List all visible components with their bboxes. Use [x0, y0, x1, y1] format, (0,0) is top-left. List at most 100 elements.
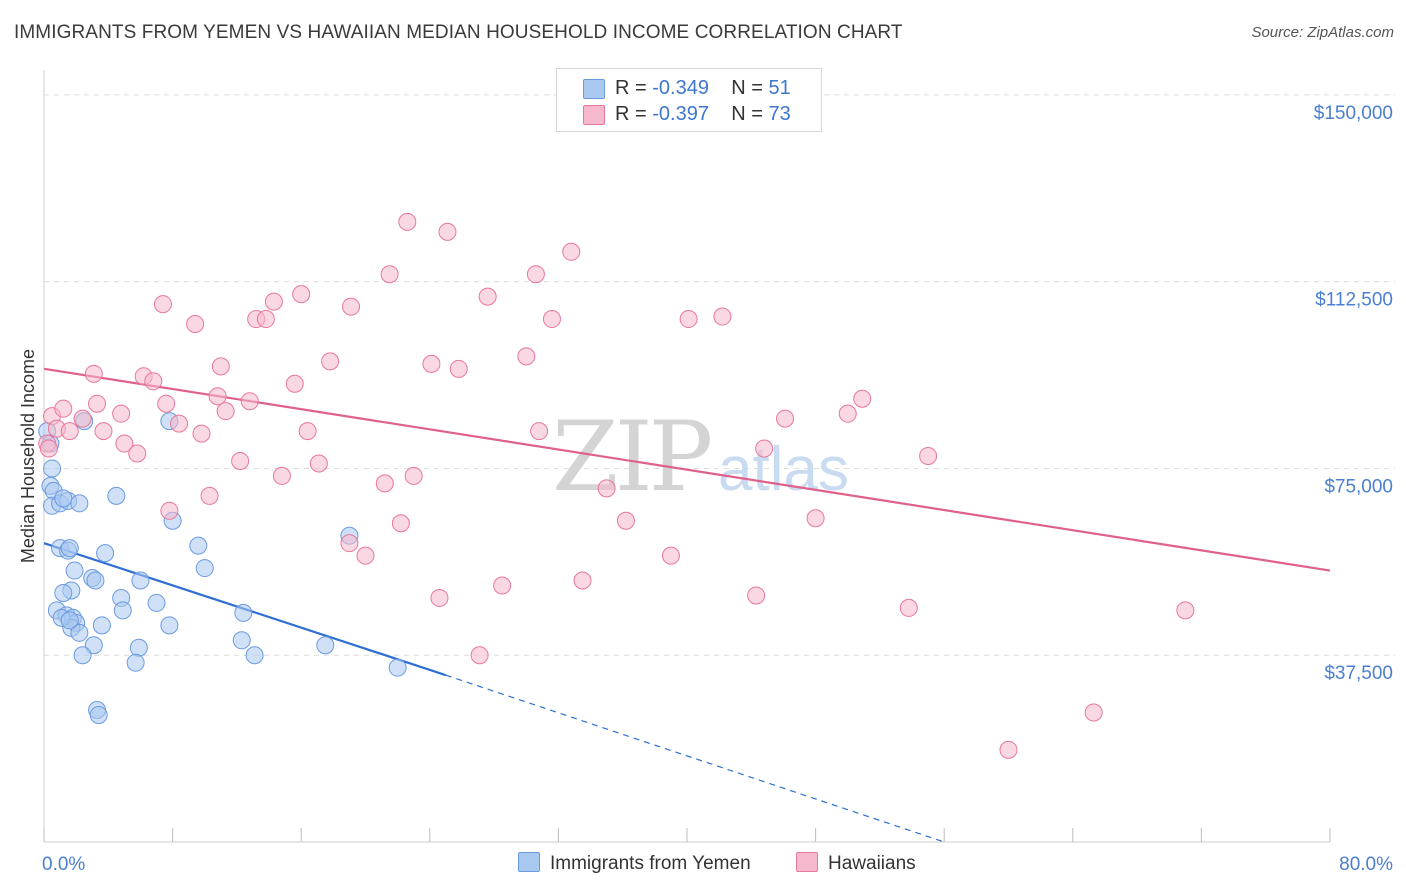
bottom-legend-yemen: Immigrants from Yemen	[518, 852, 751, 875]
watermark: ZIP atlas	[552, 401, 849, 513]
legend-r-value: -0.397	[652, 103, 709, 125]
point-hawaiians	[806, 509, 825, 528]
point-hawaiians	[679, 310, 698, 329]
bottom-legend-label-yemen: Immigrants from Yemen	[550, 853, 751, 874]
point-hawaiians	[112, 404, 131, 423]
point-yemen	[147, 593, 166, 612]
data-points	[38, 212, 1195, 759]
legend-swatch-yemen	[583, 79, 605, 99]
point-yemen	[245, 646, 264, 665]
point-hawaiians	[430, 588, 449, 607]
x-tick-label-max: 80.0%	[1339, 854, 1393, 875]
point-hawaiians	[449, 359, 468, 378]
point-hawaiians	[755, 439, 774, 458]
point-hawaiians	[298, 422, 317, 441]
y-tick-label: $75,000	[1324, 476, 1393, 497]
point-hawaiians	[391, 514, 410, 533]
point-yemen	[107, 486, 126, 505]
point-hawaiians	[292, 285, 311, 304]
point-hawaiians	[94, 422, 113, 441]
point-hawaiians	[776, 409, 795, 428]
point-hawaiians	[186, 315, 205, 334]
point-hawaiians	[256, 310, 275, 329]
point-hawaiians	[398, 212, 417, 231]
point-hawaiians	[853, 389, 872, 408]
point-hawaiians	[375, 474, 394, 493]
point-hawaiians	[231, 451, 250, 470]
point-hawaiians	[157, 394, 176, 413]
point-hawaiians	[200, 486, 219, 505]
point-yemen	[70, 623, 89, 642]
point-hawaiians	[153, 295, 172, 314]
point-hawaiians	[542, 310, 561, 329]
point-yemen	[86, 571, 105, 590]
point-yemen	[54, 489, 73, 508]
y-tick-label: $112,500	[1315, 290, 1393, 311]
point-hawaiians	[342, 297, 361, 316]
point-yemen	[232, 631, 251, 650]
point-hawaiians	[422, 354, 441, 373]
bottom-legend-label-hawaiians: Hawaiians	[828, 853, 916, 874]
point-hawaiians	[54, 399, 73, 418]
legend-n-value: 51	[768, 77, 791, 99]
y-axis-title: Median Household Income	[18, 349, 38, 563]
point-hawaiians	[285, 374, 304, 393]
point-hawaiians	[747, 586, 766, 605]
legend-n-label: N =	[731, 77, 763, 99]
point-hawaiians	[380, 265, 399, 284]
point-hawaiians	[438, 222, 457, 241]
y-tick-label: $37,500	[1324, 663, 1393, 684]
point-hawaiians	[88, 394, 107, 413]
legend-r-value: -0.349	[652, 77, 709, 99]
point-yemen	[92, 616, 111, 635]
point-hawaiians	[128, 444, 147, 463]
point-yemen	[54, 583, 73, 602]
point-hawaiians	[240, 392, 259, 411]
point-yemen	[60, 539, 79, 558]
point-hawaiians	[264, 292, 283, 311]
point-yemen	[234, 603, 253, 622]
point-hawaiians	[60, 422, 79, 441]
point-hawaiians	[208, 387, 227, 406]
point-yemen	[70, 494, 89, 513]
point-yemen	[131, 571, 150, 590]
bottom-legend-hawaiians: Hawaiians	[796, 852, 916, 875]
point-yemen	[60, 611, 79, 630]
point-hawaiians	[73, 409, 92, 428]
chart-title: IMMIGRANTS FROM YEMEN VS HAWAIIAN MEDIAN…	[14, 22, 903, 43]
point-hawaiians	[562, 242, 581, 261]
point-yemen	[195, 559, 214, 578]
x-tick-labels: 0.0% 80.0%	[42, 854, 1393, 875]
point-hawaiians	[478, 287, 497, 306]
point-hawaiians	[211, 357, 230, 376]
point-hawaiians	[899, 598, 918, 617]
point-hawaiians	[597, 479, 616, 498]
point-hawaiians	[573, 571, 592, 590]
point-yemen	[113, 601, 132, 620]
point-hawaiians	[84, 364, 103, 383]
point-yemen	[129, 638, 148, 657]
correlation-legend: R = -0.349 N = 51 R = -0.397 N = 73	[556, 68, 822, 132]
point-hawaiians	[340, 534, 359, 553]
bottom-legend-swatch-hawaiians	[796, 852, 818, 872]
x-tick-label-min: 0.0%	[42, 854, 85, 875]
legend-r-label: R =	[615, 103, 647, 125]
point-hawaiians	[115, 434, 134, 453]
point-hawaiians	[493, 576, 512, 595]
legend-r-label: R =	[615, 77, 647, 99]
point-hawaiians	[713, 307, 732, 326]
point-yemen	[96, 544, 115, 563]
point-hawaiians	[517, 347, 536, 366]
legend-swatch-hawaiians	[583, 105, 605, 125]
point-yemen	[189, 536, 208, 555]
point-hawaiians	[272, 466, 291, 485]
point-hawaiians	[170, 414, 189, 433]
point-hawaiians	[470, 646, 489, 665]
y-tick-label: $150,000	[1314, 103, 1393, 124]
chart-source: Source: ZipAtlas.com	[1251, 24, 1394, 41]
point-hawaiians	[404, 466, 423, 485]
point-hawaiians	[1176, 601, 1195, 620]
bottom-legend-swatch-yemen	[518, 852, 540, 872]
point-hawaiians	[661, 546, 680, 565]
point-hawaiians	[526, 265, 545, 284]
